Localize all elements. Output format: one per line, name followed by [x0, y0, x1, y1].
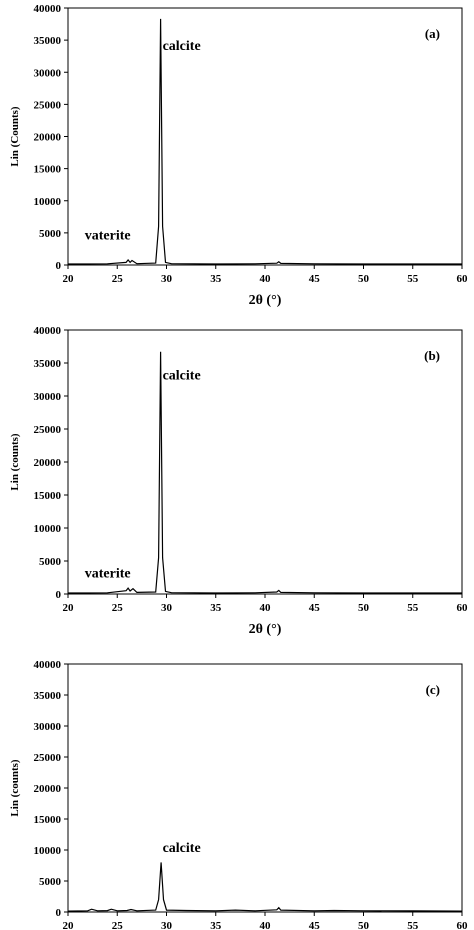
- y-tick-label: 25000: [34, 99, 62, 111]
- x-tick-label: 35: [210, 602, 222, 614]
- y-tick-label: 35000: [34, 358, 62, 370]
- peak-annotation-calcite: calcite: [163, 841, 201, 856]
- y-tick-label: 25000: [34, 752, 62, 764]
- peak-annotation-calcite: calcite: [163, 39, 201, 54]
- panel-label: (b): [424, 348, 440, 363]
- y-tick-label: 40000: [34, 325, 62, 337]
- chart-panel-3: 0 5000 10000 15000 20000 25000 30000 35000 40000…: [9, 659, 468, 930]
- panel-label: (c): [426, 682, 440, 697]
- y-tick-label: 5000: [39, 556, 62, 568]
- x-tick-label: 20: [63, 273, 75, 285]
- x-tick-label: 40: [260, 602, 272, 614]
- x-tick-label: 20: [63, 920, 75, 930]
- y-axis-label: Lin (Counts): [9, 106, 21, 167]
- x-tick-label: 40: [260, 273, 272, 285]
- panel-label: (a): [425, 26, 440, 41]
- y-tick-label: 5000: [39, 876, 62, 888]
- peak-annotation-vaterite: vaterite: [85, 567, 131, 582]
- y-tick-label: 30000: [34, 721, 62, 733]
- x-tick-label: 45: [309, 602, 321, 614]
- y-tick-label: 10000: [34, 196, 62, 208]
- y-tick-label: 20000: [34, 783, 62, 795]
- plot-frame: [67, 329, 463, 595]
- y-tick-label: 25000: [34, 424, 62, 436]
- y-tick-label: 0: [56, 260, 62, 272]
- plot-frame: [67, 7, 463, 266]
- x-tick-label: 60: [457, 920, 469, 930]
- x-tick-label: 55: [407, 920, 419, 930]
- x-tick-label: 60: [457, 602, 469, 614]
- y-tick-label: 15000: [34, 164, 62, 176]
- x-tick-label: 30: [161, 602, 173, 614]
- diffraction-pattern-line: [67, 18, 462, 265]
- x-tick-label: 25: [112, 273, 124, 285]
- y-axis-label: Lin (counts): [9, 433, 21, 490]
- x-tick-label: 35: [210, 920, 222, 930]
- diffraction-pattern-line: [67, 862, 463, 912]
- plot-frame: [67, 663, 463, 913]
- x-tick-label: 30: [161, 273, 173, 285]
- y-tick-label: 15000: [34, 490, 62, 502]
- y-tick-label: 10000: [34, 523, 62, 535]
- y-tick-label: 20000: [34, 132, 62, 144]
- x-axis-label: 2θ (°): [249, 622, 282, 637]
- y-tick-label: 15000: [34, 814, 62, 826]
- y-axis-label: Lin (counts): [9, 759, 21, 816]
- diffraction-pattern-line: [67, 351, 462, 594]
- x-tick-label: 30: [161, 920, 173, 930]
- y-tick-label: 30000: [34, 391, 62, 403]
- y-tick-label: 10000: [34, 845, 62, 857]
- x-axis-label: 2θ (°): [249, 293, 282, 308]
- x-tick-label: 55: [407, 273, 419, 285]
- x-tick-label: 45: [309, 273, 321, 285]
- peak-annotation-calcite: calcite: [163, 369, 201, 384]
- chart-panel-1: 0 5000 10000 15000 20000 25000 30000 35000 40000…: [9, 3, 468, 308]
- x-tick-label: 35: [210, 273, 222, 285]
- y-tick-label: 0: [56, 589, 62, 601]
- y-tick-label: 40000: [34, 3, 62, 15]
- y-tick-label: 30000: [34, 67, 62, 79]
- y-tick-label: 35000: [34, 35, 62, 47]
- x-tick-label: 25: [112, 602, 124, 614]
- x-tick-label: 50: [358, 273, 370, 285]
- y-tick-label: 20000: [34, 457, 62, 469]
- x-tick-label: 25: [112, 920, 124, 930]
- x-tick-label: 50: [358, 920, 370, 930]
- y-tick-label: 35000: [34, 690, 62, 702]
- peak-annotation-vaterite: vaterite: [85, 228, 131, 243]
- y-tick-label: 40000: [34, 659, 62, 671]
- x-tick-label: 20: [63, 602, 75, 614]
- x-tick-label: 60: [457, 273, 469, 285]
- y-tick-label: 0: [56, 907, 62, 919]
- x-tick-label: 55: [407, 602, 419, 614]
- x-tick-label: 50: [358, 602, 370, 614]
- chart-panel-2: 0 5000 10000 15000 20000 25000 30000 35000 40000…: [9, 325, 468, 637]
- y-tick-label: 5000: [39, 228, 62, 240]
- x-tick-label: 40: [260, 920, 272, 930]
- x-tick-label: 45: [309, 920, 321, 930]
